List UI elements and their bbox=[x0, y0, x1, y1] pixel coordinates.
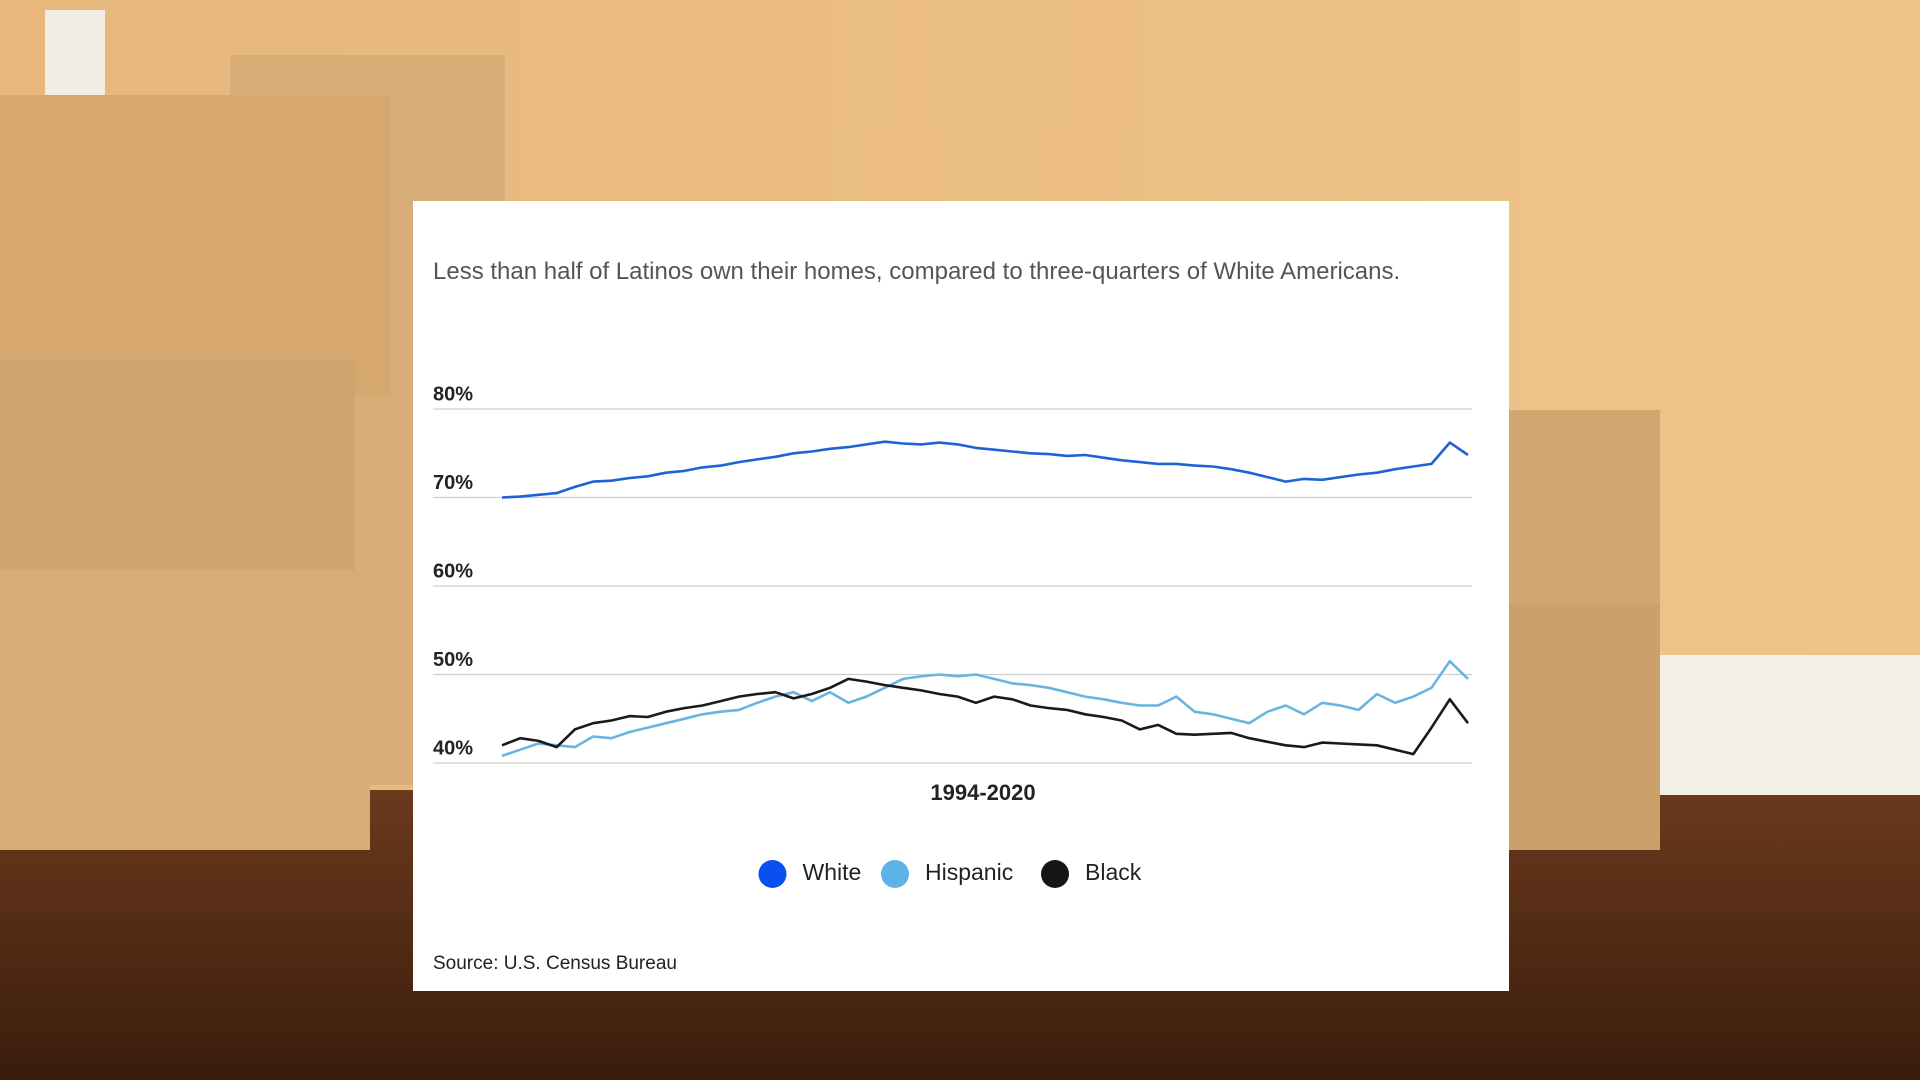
legend-marker bbox=[881, 860, 909, 888]
legend-label: Black bbox=[1085, 859, 1142, 885]
y-tick-label: 80% bbox=[433, 383, 473, 405]
x-axis-label: 1994-2020 bbox=[930, 780, 1035, 805]
box bbox=[1500, 410, 1660, 610]
legend-label: White bbox=[803, 859, 862, 885]
box bbox=[0, 95, 390, 395]
chart-card: Less than half of Latinos own their home… bbox=[413, 201, 1509, 991]
y-tick-label: 40% bbox=[433, 737, 473, 759]
legend-marker bbox=[758, 860, 787, 888]
y-tick-label: 70% bbox=[433, 472, 473, 494]
legend-marker bbox=[1041, 860, 1069, 888]
box bbox=[1500, 605, 1660, 850]
chart-title: Less than half of Latinos own their home… bbox=[433, 258, 1401, 285]
chart: 40% 50% 60% 70% 80% 1994-2020 White Hispanic Bla… bbox=[433, 383, 1472, 974]
line-series bbox=[501, 659, 1469, 758]
line-series bbox=[501, 440, 1469, 499]
box bbox=[0, 570, 370, 850]
baseboard bbox=[1660, 655, 1920, 795]
source: Source: U.S. Census Bureau bbox=[433, 953, 677, 974]
line-series bbox=[501, 677, 1470, 756]
y-tick-label: 60% bbox=[433, 560, 473, 582]
box bbox=[0, 360, 355, 570]
y-tick-label: 50% bbox=[433, 649, 473, 671]
legend-label: Hispanic bbox=[925, 859, 1013, 885]
switch bbox=[45, 10, 105, 100]
